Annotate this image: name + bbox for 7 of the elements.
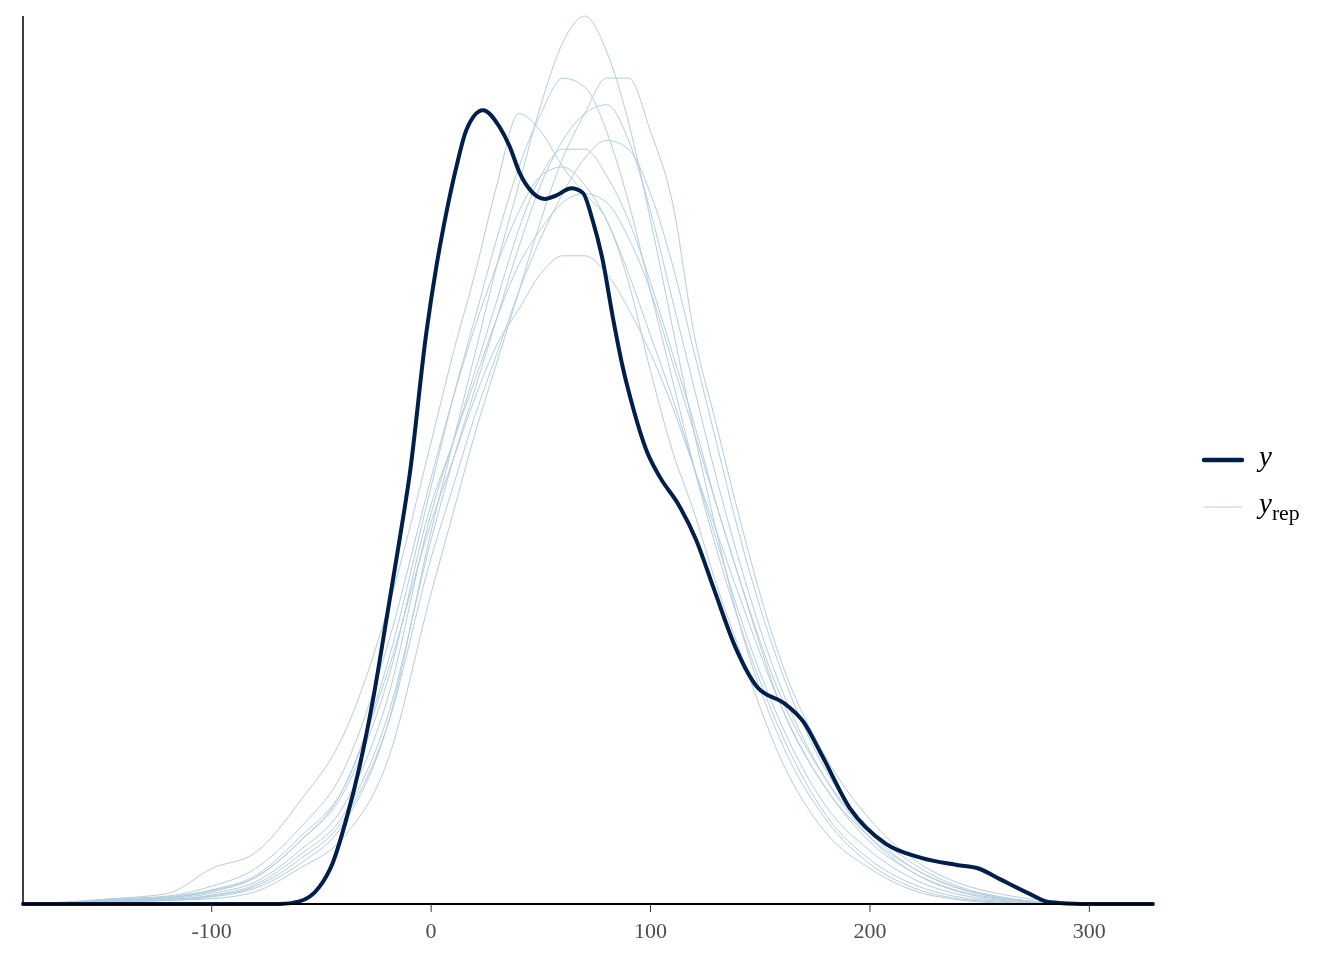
x-tick-label: -100 (191, 918, 232, 943)
legend-label: y$_{rep}$ (1256, 487, 1300, 525)
x-tick-label: 300 (1072, 918, 1106, 943)
x-tick-label: 100 (634, 918, 668, 943)
legend-label: y (1256, 440, 1272, 472)
x-tick-label: 200 (853, 918, 887, 943)
x-tick-label: 0 (425, 918, 437, 943)
